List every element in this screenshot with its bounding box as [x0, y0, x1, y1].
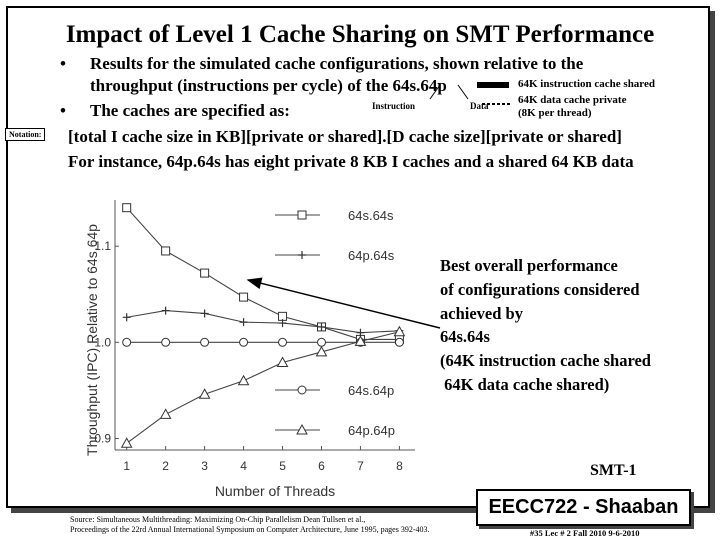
legend-label-64s.64s: 64s.64s: [348, 208, 394, 223]
data-point-64p.64s: [239, 318, 248, 327]
data-point-64s.64s: [122, 203, 132, 213]
data-point-64s.64p: [316, 337, 326, 347]
callout-leader-instruction: [429, 84, 441, 100]
source-citation: Source: Simultaneous Multithreading: Max…: [70, 515, 430, 535]
callout-data-label: Data: [470, 101, 489, 111]
x-tick-label: 7: [357, 459, 364, 473]
y-tick-label: 1.1: [94, 239, 111, 253]
data-point-64p.64p: [237, 374, 250, 386]
data-point-64p.64p: [159, 408, 172, 419]
data-point-64p.64p: [354, 335, 367, 346]
plot-area: 0.9 1.0 1.1 1 2 3 4 5 6 7 8 64s.64s 64p.64s 64s.64p 64…: [94, 200, 415, 473]
data-point-64p.64s: [122, 313, 131, 322]
bullet-2-marker: •: [60, 101, 66, 120]
data-point-64p.64p: [120, 437, 133, 448]
throughput-chart: 0.9 1.0 1.1 1 2 3 4 5 6 7 8 64s.64s 64p.64s 64s.64p 64…: [84, 200, 415, 499]
course-badge: EECC722 - Shaaban: [476, 489, 691, 526]
source-line-1: Source: Simultaneous Multithreading: Max…: [70, 515, 366, 524]
bullet-1-line-2: throughput (instructions per cycle) of t…: [90, 76, 447, 95]
y-axis-label: Throughput (IPC) Relative to 64s.64p: [84, 224, 100, 456]
x-tick-label: 3: [201, 459, 208, 473]
data-point-64s.64s: [239, 292, 249, 302]
x-tick-label: 4: [240, 459, 247, 473]
data-point-64s.64p: [161, 337, 171, 347]
slide-footer: #35 Lec # 2 Fall 2010 9-6-2010: [530, 528, 640, 538]
x-tick-label: 6: [318, 459, 325, 473]
source-line-2: Proceedings of the 22rd Annual Internati…: [70, 525, 430, 534]
data-point-64s.64s: [161, 246, 171, 256]
data-point-64s.64p: [394, 337, 404, 347]
callout-leader-data: [457, 84, 469, 100]
data-point-64p.64p: [198, 388, 211, 399]
data-point-64s.64p: [239, 337, 249, 347]
x-tick-label: 1: [123, 459, 130, 473]
legend-marker-64p.64p: [296, 423, 308, 435]
x-axis-label: Number of Threads: [215, 483, 335, 499]
series-line-64s.64s: [126, 207, 400, 340]
best-performance-annotation: Best overall performance of configuratio…: [440, 256, 651, 394]
callout-d-private: 64K data cache private: [518, 94, 627, 106]
legend-label-64p.64p: 64p.64p: [348, 423, 395, 438]
legend-marker-64s.64s: [297, 210, 307, 220]
data-point-64p.64s: [161, 306, 170, 315]
data-point-64p.64p: [315, 345, 328, 357]
data-point-64s.64p: [122, 337, 132, 347]
legend-label-64p.64s: 64p.64s: [348, 248, 395, 263]
notation-label: Notation:: [5, 128, 46, 141]
callout-per-thread: (8K per thread): [518, 107, 592, 119]
slide-title: Impact of Level 1 Cache Sharing on SMT P…: [65, 21, 655, 48]
data-point-64s.64s: [200, 268, 210, 278]
x-tick-label: 5: [279, 459, 286, 473]
y-tick-label: 0.9: [94, 431, 111, 445]
data-point-64p.64p: [393, 325, 406, 337]
callout-leaders: [429, 82, 512, 105]
smt-label: SMT-1: [590, 462, 637, 479]
y-tick-label: 1.0: [94, 335, 111, 349]
legend-label-64s.64p: 64s.64p: [348, 383, 394, 398]
data-point-64p.64s: [200, 309, 209, 318]
bullet-2-text: The caches are specified as:: [90, 101, 290, 120]
data-point-64s.64p: [278, 337, 288, 347]
data-point-64p.64p: [276, 356, 289, 367]
series-line-64p.64s: [126, 310, 400, 334]
bullet-1-marker: •: [60, 54, 66, 73]
callout-i-shared: 64K instruction cache shared: [518, 78, 655, 90]
data-point-64s.64p: [200, 337, 210, 347]
x-tick-label: 8: [396, 459, 403, 473]
legend-marker-64s.64p: [297, 385, 307, 395]
slide-frame: [6, 6, 710, 508]
callout-marker-box: [477, 82, 509, 88]
callout-instruction-label: Instruction: [372, 101, 416, 111]
bullet-1-line-1: Results for the simulated cache configur…: [90, 54, 584, 73]
notation-format-line: [total I cache size in KB][private or sh…: [68, 127, 622, 146]
series-line-64p.64p: [126, 331, 400, 444]
example-line: For instance, 64p.64s has eight private …: [68, 152, 634, 171]
x-tick-label: 2: [162, 459, 169, 473]
legend-marker-64p.64s: [298, 251, 306, 259]
